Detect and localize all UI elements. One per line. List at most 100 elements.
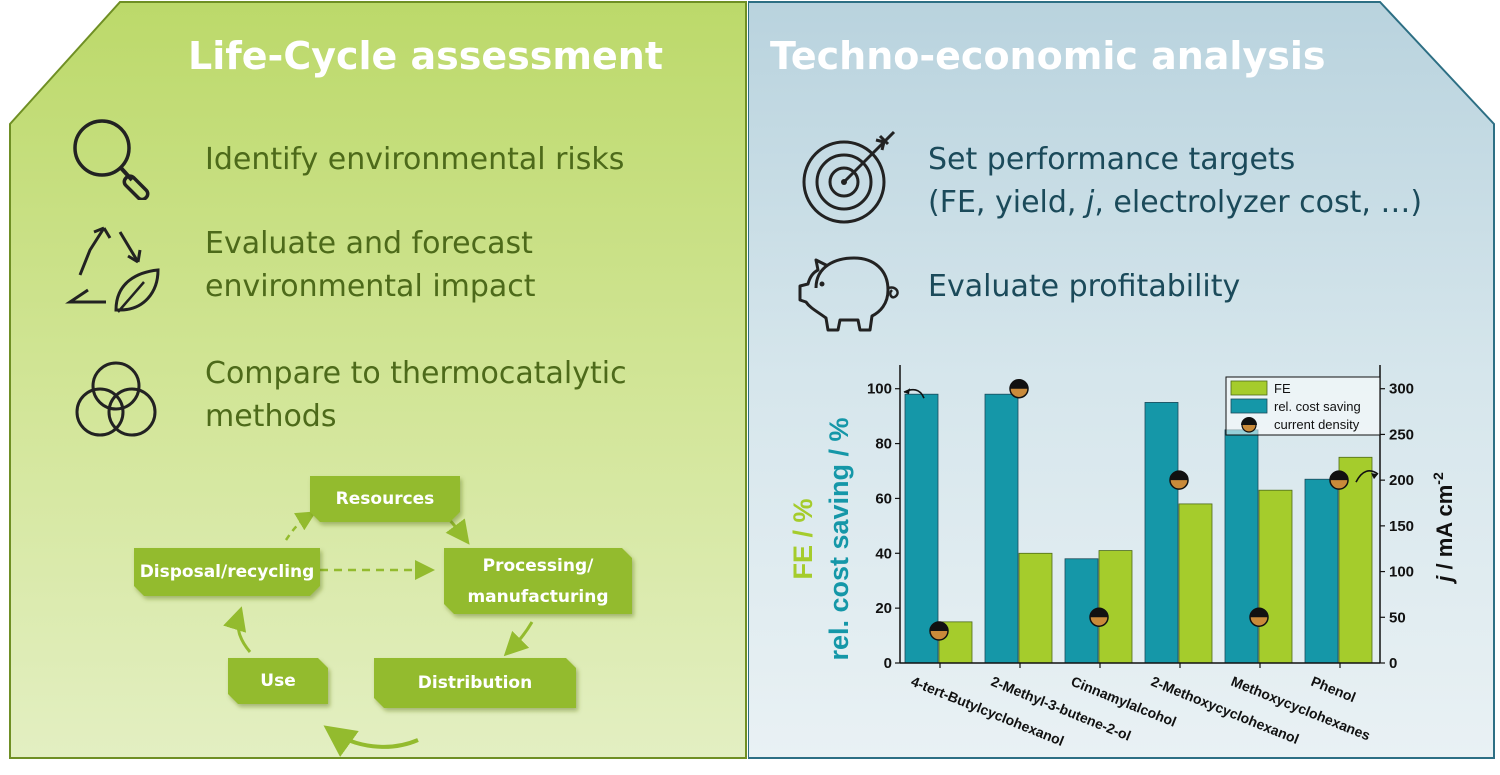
tea-title: Techno-economic analysis — [770, 34, 1326, 78]
left-axis-label: rel. cost saving / % — [824, 417, 854, 660]
arrow-processing-to-distribution — [503, 621, 534, 657]
cycle-box-disposal: Disposal/recycling — [134, 548, 320, 596]
x-tick-label: Phenol — [1309, 673, 1358, 705]
right-axis-arrow-head — [1371, 473, 1378, 480]
cycle-box-processing-line-2: manufacturing — [467, 587, 609, 607]
lca-item-compare: Compare to thermocatalytic methods — [205, 352, 627, 438]
right-axis-arrow — [1355, 470, 1379, 483]
arrow-distribution-to-use — [323, 725, 419, 758]
left-tick-label: 40 — [875, 545, 892, 562]
cycle-box-resources: Resources — [310, 476, 460, 522]
chart-legend: FE rel. cost saving current density — [1225, 376, 1381, 436]
left-tick-label: 20 — [875, 600, 892, 617]
bar-cost-saving — [904, 393, 939, 664]
cycle-box-disposal-label: Disposal/recycling — [139, 561, 315, 582]
left-axis-label-fe-text: FE / % — [788, 498, 818, 579]
right-tick-label: 0 — [1389, 655, 1397, 672]
marker-half — [1250, 608, 1268, 618]
cycle-box-distribution-shape — [374, 658, 576, 708]
cycle-box-resources-label: Resources — [335, 488, 435, 509]
right-tick-label: 100 — [1389, 564, 1414, 581]
right-axis-label: j / mA cm-2 — [1430, 472, 1457, 585]
right-axis-label-j: j — [1432, 575, 1457, 585]
tea-item-targets-line-2: (FE, yield, j, electrolyzer cost, …) — [928, 185, 1423, 220]
bar-cost-saving — [1144, 402, 1179, 664]
italic-j: j — [1085, 185, 1095, 220]
arrow-disposal-to-resources — [284, 511, 317, 541]
current-density-marker — [1249, 607, 1269, 628]
cycle-box-use-shape — [228, 658, 328, 704]
current-density-marker — [1169, 470, 1189, 490]
lca-item-identify-line-1: Identify environmental risks — [205, 142, 625, 177]
lca-item-compare-line-2: methods — [205, 399, 337, 434]
cycle-box-resources-shape — [310, 476, 460, 522]
cycle-box-processing-shape — [444, 548, 632, 614]
x-tick-label: 4-tert-Butylcyclohexanol — [909, 673, 1066, 749]
marker-half — [1170, 471, 1188, 481]
left-axis-label-cost: rel. cost saving / % — [824, 417, 854, 660]
cycle-box-distribution-label: Distribution — [417, 672, 533, 693]
legend-marker-half — [1241, 417, 1257, 425]
cycle-box-disposal-shape — [134, 548, 320, 596]
right-tick-label: 150 — [1389, 518, 1414, 535]
bar-fe — [1178, 503, 1213, 664]
left-tick-label: 80 — [875, 436, 892, 453]
recycle-leaf-icon — [65, 226, 160, 313]
right-tick-label: 50 — [1389, 609, 1406, 626]
cycle-box-processing-line-1: Processing/ — [482, 556, 594, 576]
cycle-box-use-label: Use — [260, 670, 296, 691]
tea-bar-chart: 0 20 40 60 80 100 0 50 100 150 200 250 300 4-tert-But… — [788, 365, 1457, 749]
legend-label-cost: rel. cost saving — [1274, 399, 1361, 414]
chart-labels: rel. cost saving / %FE / % j / mA cm-2 — [788, 417, 1457, 660]
right-tick-label: 300 — [1389, 381, 1414, 398]
tea-item-targets-line-1: Set performance targets — [928, 142, 1296, 177]
right-tick-label: 200 — [1389, 472, 1414, 489]
cycle-box-distribution: Distribution — [374, 658, 576, 708]
legend-swatch-cost — [1230, 398, 1268, 414]
left-axis-label-fe: FE / % — [788, 498, 818, 579]
marker-half — [1090, 608, 1108, 618]
bar-fe — [1018, 552, 1053, 664]
cycle-box-use: Use — [228, 658, 328, 704]
venn-circles-icon — [75, 361, 157, 437]
bar-cost-saving — [984, 393, 1019, 664]
left-tick-label: 0 — [884, 655, 892, 672]
magnifier-icon — [73, 119, 150, 200]
legend-label-current-density: current density — [1274, 417, 1360, 432]
bar-fe — [1258, 489, 1293, 664]
current-density-marker — [929, 621, 949, 641]
marker-half — [1330, 471, 1348, 481]
life-cycle-arrows — [134, 476, 632, 758]
right-tick-label: 250 — [1389, 426, 1414, 443]
bar-cost-saving — [1224, 429, 1259, 664]
right-axis-label-unit: / mA cm — [1432, 485, 1457, 576]
current-density-marker — [1089, 607, 1109, 628]
lca-item-evaluate-line-1: Evaluate and forecast — [205, 226, 533, 261]
lca-title: Life-Cycle assessment — [188, 34, 663, 78]
tea-item-profitability: Evaluate profitability — [928, 265, 1240, 308]
lca-item-evaluate: Evaluate and forecast environmental impa… — [205, 222, 536, 308]
current-density-marker — [1009, 378, 1029, 399]
lca-item-identify: Identify environmental risks — [205, 138, 624, 181]
tea-item-targets: Set performance targets (FE, yield, j, e… — [928, 138, 1422, 224]
marker-half — [1010, 379, 1028, 389]
legend-label-fe: FE — [1274, 381, 1291, 396]
bar-cost-saving — [1304, 478, 1339, 664]
bar-fe — [1098, 550, 1133, 664]
cycle-box-processing: Processing/ manufacturing — [444, 550, 632, 614]
x-tick-label: 2-Methoxycyclohexanol — [1149, 673, 1301, 747]
piggy-bank-icon — [798, 256, 899, 332]
target-arrow-icon — [802, 130, 896, 224]
left-axis-arrow-head — [904, 388, 910, 395]
lca-item-evaluate-line-2: environmental impact — [205, 269, 536, 304]
left-tick-label: 60 — [875, 490, 892, 507]
chart-bars — [904, 393, 1373, 664]
right-axis-label-sup: -2 — [1430, 472, 1446, 485]
marker-half — [930, 622, 948, 631]
chart-markers — [929, 378, 1349, 641]
tea-item-profitability-line-1: Evaluate profitability — [928, 269, 1241, 304]
lca-item-compare-line-1: Compare to thermocatalytic — [205, 356, 627, 391]
legend-swatch-fe — [1230, 380, 1268, 396]
arrow-use-to-disposal — [223, 606, 252, 653]
left-tick-label: 100 — [867, 381, 892, 398]
